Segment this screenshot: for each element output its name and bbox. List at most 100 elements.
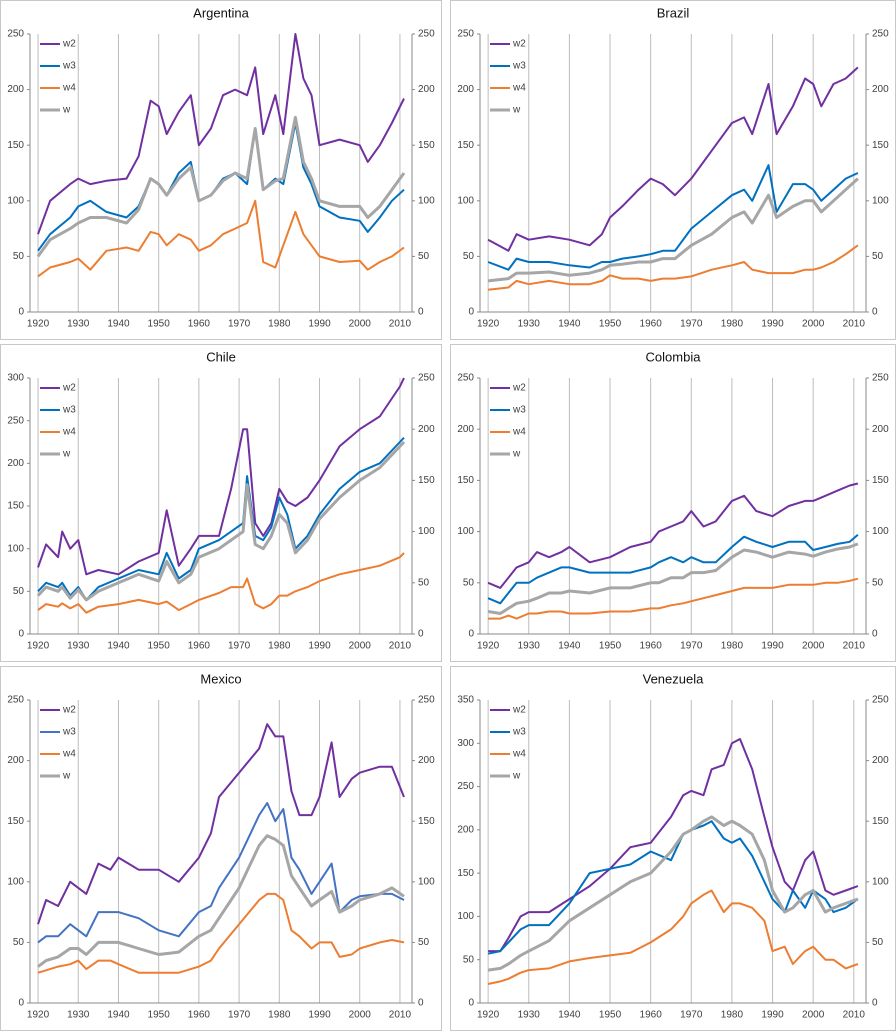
x-tick-label: 1990 xyxy=(761,319,784,330)
x-tick-label: 1970 xyxy=(228,1010,251,1021)
x-tick-label: 1990 xyxy=(308,1010,331,1021)
x-tick-label: 1930 xyxy=(67,641,90,652)
legend-label: w2 xyxy=(512,383,526,394)
x-tick-label: 2000 xyxy=(802,1010,825,1021)
x-tick-label: 1950 xyxy=(148,1010,171,1021)
legend-label: w3 xyxy=(62,727,76,738)
series-line xyxy=(487,533,859,605)
y-tick-label: 100 xyxy=(7,543,24,554)
x-tick-label: 1960 xyxy=(188,1010,211,1021)
x-tick-label: 1960 xyxy=(640,1010,663,1021)
y-tick-label: 0 xyxy=(468,307,474,318)
panel-frame xyxy=(0,0,442,340)
x-tick-label: 2010 xyxy=(843,319,866,330)
series-line xyxy=(487,820,859,955)
legend-label: w3 xyxy=(512,405,526,416)
series-line xyxy=(37,33,405,235)
y-tick-label: 150 xyxy=(7,501,24,512)
y2-tick-label: 50 xyxy=(418,577,430,588)
legend-label: w xyxy=(512,105,521,116)
x-tick-label: 1970 xyxy=(228,641,251,652)
y-tick-label: 150 xyxy=(457,140,474,151)
y-tick-label: 100 xyxy=(7,195,24,206)
x-tick-label: 2010 xyxy=(389,1010,412,1021)
x-tick-label: 1970 xyxy=(680,319,703,330)
series-line xyxy=(36,115,406,258)
x-tick-label: 1990 xyxy=(761,641,784,652)
x-tick-label: 1980 xyxy=(268,319,291,330)
legend-label: w4 xyxy=(512,427,526,438)
x-tick-label: 1950 xyxy=(148,641,171,652)
x-tick-label: 1960 xyxy=(640,319,663,330)
x-tick-label: 1940 xyxy=(107,319,130,330)
x-tick-label: 1970 xyxy=(680,1010,703,1021)
x-tick-label: 2000 xyxy=(802,319,825,330)
x-tick-label: 2010 xyxy=(843,1010,866,1021)
y2-tick-label: 150 xyxy=(418,475,435,486)
series-line xyxy=(37,834,405,968)
legend-label: w4 xyxy=(62,427,76,438)
y2-tick-label: 0 xyxy=(872,629,878,640)
y2-tick-label: 0 xyxy=(872,307,878,318)
x-tick-label: 1980 xyxy=(721,319,744,330)
legend-label: w2 xyxy=(62,383,76,394)
series-line xyxy=(487,542,859,615)
x-tick-label: 1960 xyxy=(188,319,211,330)
x-tick-label: 1920 xyxy=(477,319,500,330)
legend-label: w xyxy=(62,105,71,116)
x-tick-label: 1970 xyxy=(680,641,703,652)
y-tick-label: 250 xyxy=(7,29,24,40)
x-tick-label: 1990 xyxy=(761,1010,784,1021)
series-line xyxy=(487,164,859,271)
y2-tick-label: 200 xyxy=(418,424,435,435)
series-line xyxy=(488,738,859,953)
x-tick-label: 2000 xyxy=(802,641,825,652)
x-tick-label: 1940 xyxy=(107,1010,130,1021)
chart-title: Colombia xyxy=(646,349,702,364)
y-tick-label: 350 xyxy=(457,695,474,706)
y2-tick-label: 200 xyxy=(872,755,889,766)
series-line xyxy=(487,889,859,985)
y2-tick-label: 250 xyxy=(418,29,435,40)
x-tick-label: 1930 xyxy=(67,1010,90,1021)
y2-tick-label: 150 xyxy=(418,140,435,151)
y2-tick-label: 250 xyxy=(418,373,435,384)
y-tick-label: 200 xyxy=(457,84,474,95)
series-line xyxy=(36,440,406,602)
y-tick-label: 50 xyxy=(463,251,475,262)
series-line xyxy=(488,577,859,620)
x-tick-label: 1920 xyxy=(477,1010,500,1021)
x-tick-label: 1950 xyxy=(599,641,622,652)
legend-label: w4 xyxy=(62,83,76,94)
x-tick-label: 2010 xyxy=(389,319,412,330)
y-tick-label: 100 xyxy=(457,526,474,537)
x-tick-label: 1990 xyxy=(308,319,331,330)
series-line xyxy=(487,66,859,252)
y2-tick-label: 200 xyxy=(418,84,435,95)
series-line xyxy=(37,552,405,614)
y-tick-label: 0 xyxy=(18,629,24,640)
y-tick-label: 150 xyxy=(457,475,474,486)
series-line xyxy=(37,377,405,576)
y2-tick-label: 100 xyxy=(872,526,889,537)
x-tick-label: 1940 xyxy=(107,641,130,652)
series-line xyxy=(37,892,405,974)
y2-tick-label: 150 xyxy=(872,140,889,151)
x-tick-label: 1940 xyxy=(558,641,581,652)
x-tick-label: 1980 xyxy=(268,641,291,652)
y-tick-label: 250 xyxy=(457,781,474,792)
chart-panel: Venezuela 1920 1930 1940 1950 1960 1970 1980 199… xyxy=(450,666,896,1031)
y2-tick-label: 100 xyxy=(872,195,889,206)
legend-label: w4 xyxy=(512,83,526,94)
y-tick-label: 100 xyxy=(457,911,474,922)
x-tick-label: 2000 xyxy=(349,1010,372,1021)
y2-tick-label: 250 xyxy=(872,373,889,384)
legend-label: w xyxy=(512,771,521,782)
x-tick-label: 1920 xyxy=(27,641,50,652)
x-tick-label: 2000 xyxy=(349,641,372,652)
y2-tick-label: 50 xyxy=(872,577,884,588)
y2-tick-label: 0 xyxy=(418,629,424,640)
y-tick-label: 0 xyxy=(468,629,474,640)
